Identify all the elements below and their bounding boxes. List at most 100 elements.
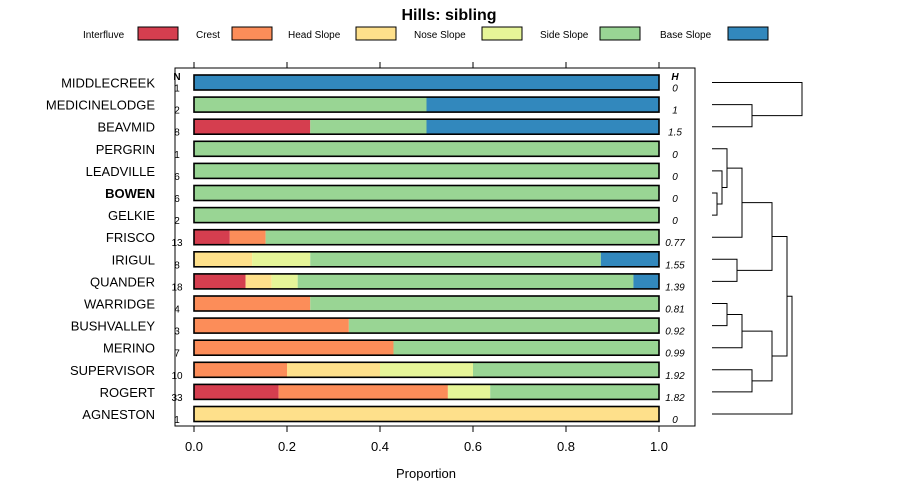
bar-outline [193, 273, 660, 290]
dendrogram-branch [712, 148, 728, 188]
row-h: 0 [672, 194, 678, 205]
bar-segment-side-slope [490, 384, 659, 400]
row-n: 13 [171, 238, 183, 249]
row-n: 1 [174, 150, 180, 161]
x-tick-label: 0.2 [278, 439, 296, 454]
row-h: 0.81 [665, 305, 684, 316]
row-label: MERINO [103, 341, 155, 356]
bar-outline [193, 162, 660, 180]
legend-label-head-slope: Head Slope [288, 30, 341, 41]
row-n: 8 [174, 260, 180, 271]
row-label: BUSHVALLEY [71, 319, 156, 334]
row-frisco: FRISCO 13 0.77 [106, 228, 685, 249]
bar-segment-interfluve [194, 229, 230, 245]
bar-segment-base-slope [426, 97, 659, 113]
row-n: 2 [174, 106, 180, 117]
row-h: 0.92 [665, 327, 685, 338]
bar-segment-side-slope [310, 251, 601, 267]
bar-segment-head-slope [194, 406, 659, 422]
bar-segment-interfluve [194, 273, 246, 289]
row-h: 1.39 [665, 282, 685, 293]
bar-outline [193, 251, 660, 268]
bar-segment-crest [194, 340, 394, 356]
row-rogert: ROGERT 33 1.82 [100, 383, 685, 404]
bar-outline [193, 317, 660, 334]
bar-segment-crest [194, 318, 349, 334]
dendrogram-branch [712, 82, 803, 117]
row-label: SUPERVISOR [70, 363, 155, 378]
n-header: N [173, 72, 180, 83]
bar-segment-nose-slope [252, 251, 311, 267]
dendrogram [712, 82, 803, 415]
row-h: 0 [672, 415, 678, 426]
bar-segment-base-slope [600, 251, 659, 267]
bar-segment-crest [194, 296, 311, 311]
plot-area [174, 67, 696, 427]
dendrogram-branch [712, 303, 728, 327]
row-irigul: IRIGUL 8 1.55 [112, 251, 685, 271]
row-h: 1.92 [665, 371, 685, 382]
dendrogram-branch [712, 369, 753, 393]
bar-segment-nose-slope [271, 273, 298, 289]
x-axis: 0.0 0.2 0.4 0.6 0.8 1.0 [185, 62, 668, 454]
row-label: GELKIE [108, 208, 155, 223]
row-gelkie: GELKIE 2 0 [108, 206, 678, 227]
bar-segment-side-slope [194, 97, 427, 113]
legend-swatch-side-slope [599, 26, 641, 41]
row-label: FRISCO [106, 230, 155, 245]
row-n: 10 [171, 371, 183, 382]
row-h: 0.99 [665, 349, 685, 360]
bar-outline [193, 118, 660, 135]
h-header: H [671, 72, 679, 83]
row-n: 3 [174, 327, 180, 338]
bar-segment-base-slope [426, 119, 659, 135]
bar-outline [193, 184, 660, 202]
row-warridge: WARRIDGE 4 0.81 [84, 295, 685, 316]
row-n: 1 [174, 415, 180, 426]
bar-segment-interfluve [194, 384, 279, 400]
bar-segment-nose-slope [447, 384, 491, 400]
row-n: 33 [171, 393, 183, 404]
row-n: 6 [174, 194, 180, 205]
x-tick-label: 0.4 [371, 439, 389, 454]
row-medicinelodge: MEDICINELODGE 2 1 [46, 96, 678, 117]
x-tick-label: 1.0 [650, 439, 668, 454]
bar-segment-base-slope [194, 75, 659, 90]
bar-segment-crest [229, 229, 266, 245]
bar-outline [193, 383, 660, 401]
row-label: IRIGUL [112, 252, 155, 267]
bar-segment-crest [194, 362, 287, 378]
bar-segment-head-slope [194, 251, 253, 267]
row-pergrin: PERGRIN 1 0 [96, 140, 678, 161]
row-h: 0 [672, 150, 678, 161]
legend-swatch-crest [231, 26, 273, 41]
bar-segment-crest [278, 384, 448, 400]
bar-segment-side-slope [310, 119, 427, 135]
row-n: 2 [174, 216, 180, 227]
bar-segment-side-slope [194, 185, 659, 201]
legend-swatch-interfluve [137, 26, 179, 41]
row-bushvalley: BUSHVALLEY 3 0.92 [71, 317, 685, 338]
row-label: BEAVMID [97, 120, 155, 135]
bar-outline [193, 140, 660, 158]
row-h: 0 [672, 172, 678, 183]
dendrogram-branch [712, 192, 718, 216]
row-n: 7 [174, 349, 180, 360]
bar-outline [193, 339, 660, 357]
bar-outline [193, 405, 660, 423]
bar-segment-side-slope [310, 296, 659, 311]
bar-segment-side-slope [194, 141, 659, 157]
row-beavmid: BEAVMID 8 1.5 [97, 118, 682, 139]
row-middlecreek: MIDDLECREEK 1 0 [61, 74, 678, 95]
row-label: PERGRIN [96, 142, 155, 157]
bar-outline [193, 228, 660, 246]
row-n: 4 [174, 305, 180, 316]
row-h: 1.55 [665, 260, 685, 271]
bar-segment-side-slope [473, 362, 659, 378]
legend-label-crest: Crest [196, 30, 220, 41]
bar-segment-side-slope [194, 207, 659, 223]
dendrogram-branch [712, 295, 793, 415]
bar-segment-side-slope [393, 340, 659, 356]
